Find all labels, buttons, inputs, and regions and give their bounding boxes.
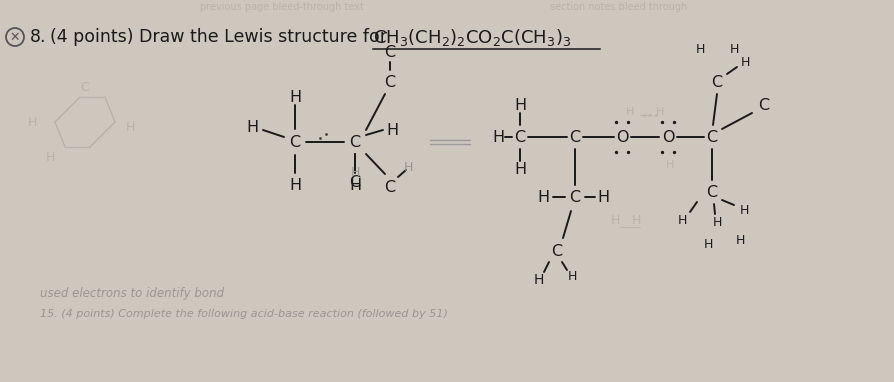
Text: ✕: ✕ bbox=[10, 31, 21, 44]
Text: O: O bbox=[661, 129, 673, 144]
Text: (4 points) Draw the Lewis structure for: (4 points) Draw the Lewis structure for bbox=[50, 28, 386, 46]
Text: 15. (4 points) Complete the following acid-base reaction (followed by 51): 15. (4 points) Complete the following ac… bbox=[40, 309, 447, 319]
Text: C: C bbox=[757, 97, 769, 113]
Text: H: H bbox=[246, 120, 257, 134]
Text: H: H bbox=[403, 160, 412, 173]
Text: section notes bleed through: section notes bleed through bbox=[550, 2, 687, 12]
Text: C: C bbox=[551, 244, 562, 259]
Text: 8.: 8. bbox=[30, 28, 46, 46]
Text: H: H bbox=[533, 273, 544, 287]
Text: C: C bbox=[384, 44, 395, 60]
Text: C: C bbox=[569, 129, 580, 144]
Text: C: C bbox=[384, 180, 395, 194]
Text: O: O bbox=[615, 129, 628, 144]
Text: H: H bbox=[703, 238, 712, 251]
Text: C: C bbox=[349, 134, 360, 149]
Text: H: H bbox=[46, 151, 55, 163]
Text: H: H bbox=[567, 270, 576, 283]
Text: H: H bbox=[513, 162, 526, 176]
Text: C: C bbox=[705, 185, 717, 199]
Text: H: H bbox=[289, 178, 300, 193]
Text: H: H bbox=[596, 189, 609, 204]
Text: H: H bbox=[349, 178, 360, 193]
Text: C: C bbox=[711, 74, 721, 89]
Text: H: H bbox=[610, 214, 619, 227]
Text: H: H bbox=[677, 214, 686, 227]
Text: H: H bbox=[738, 204, 748, 217]
Text: H: H bbox=[735, 233, 744, 246]
Text: H: H bbox=[665, 160, 673, 170]
Text: previous page bleed-through text: previous page bleed-through text bbox=[199, 2, 364, 12]
Text: C: C bbox=[80, 81, 89, 94]
Text: $\mathregular{CH_3(CH_2)_2CO_2C(CH_3)_3}$: $\mathregular{CH_3(CH_2)_2CO_2C(CH_3)_3}… bbox=[373, 26, 570, 47]
Text: C: C bbox=[349, 175, 360, 189]
Text: H: H bbox=[289, 89, 300, 105]
Text: C: C bbox=[289, 134, 300, 149]
Text: H: H bbox=[125, 120, 134, 133]
Text: H: H bbox=[385, 123, 398, 138]
Text: H: H bbox=[513, 97, 526, 113]
Text: H: H bbox=[625, 107, 634, 117]
Text: H: H bbox=[536, 189, 548, 204]
Text: H: H bbox=[712, 215, 721, 228]
Text: H: H bbox=[729, 42, 738, 55]
Text: H: H bbox=[739, 55, 749, 68]
Text: H: H bbox=[655, 107, 663, 117]
Text: used electrons to identify bond: used electrons to identify bond bbox=[40, 288, 224, 301]
Text: H: H bbox=[695, 42, 704, 55]
Text: H: H bbox=[492, 129, 503, 144]
Text: H: H bbox=[28, 115, 37, 128]
Text: C: C bbox=[569, 189, 580, 204]
Text: H: H bbox=[630, 214, 640, 227]
Text: H: H bbox=[350, 165, 359, 178]
Text: C: C bbox=[384, 74, 395, 89]
Text: C: C bbox=[705, 129, 717, 144]
Text: C: C bbox=[514, 129, 525, 144]
